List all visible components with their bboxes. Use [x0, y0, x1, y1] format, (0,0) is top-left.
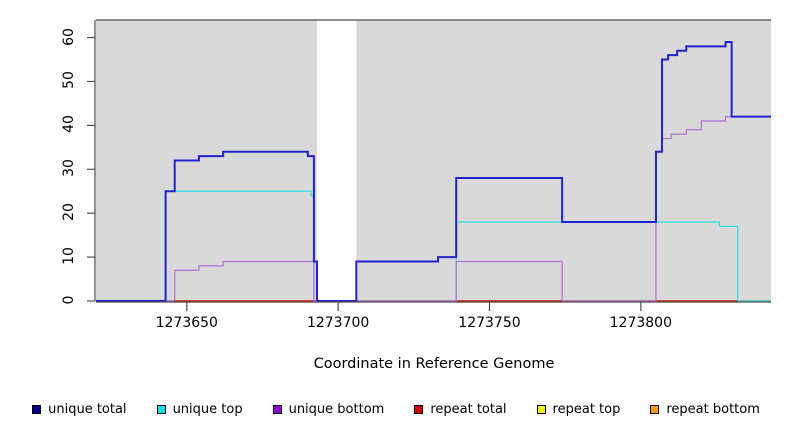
- legend-swatch-icon: [650, 404, 660, 414]
- legend-label: unique top: [172, 401, 243, 417]
- y-tick-label: 30: [61, 159, 77, 178]
- y-tick-label: 60: [61, 27, 77, 46]
- plot-background: [96, 20, 771, 301]
- legend-swatch-icon: [414, 404, 424, 414]
- legend-swatch-icon: [536, 404, 546, 414]
- legend-item-repeat-total[interactable]: repeat total: [414, 401, 507, 417]
- legend-swatch-icon: [272, 404, 282, 414]
- x-tick-label: 1273700: [306, 315, 370, 331]
- legend-label: unique bottom: [288, 401, 385, 417]
- no-data-gap: [316, 20, 357, 301]
- legend-swatch-icon: [32, 404, 42, 414]
- chart-legend: unique total unique top unique bottom repea…: [0, 398, 792, 420]
- y-tick-label: 50: [61, 71, 77, 90]
- x-tick-label: 1273750: [458, 315, 521, 331]
- legend-label: repeat top: [552, 401, 621, 417]
- y-tick-label: 10: [61, 247, 77, 266]
- series-line-unique-total: [96, 40, 771, 302]
- legend-item-unique-bottom[interactable]: unique bottom: [272, 401, 385, 417]
- legend-item-repeat-bottom[interactable]: repeat bottom: [650, 402, 760, 417]
- legend-item-unique-total[interactable]: unique total: [32, 401, 127, 417]
- y-tick-label: 0: [61, 295, 77, 305]
- legend-label: repeat total: [430, 401, 507, 417]
- legend-item-repeat-top[interactable]: repeat top: [536, 401, 621, 417]
- y-tick-label: 40: [61, 115, 77, 134]
- legend-label: unique total: [48, 401, 127, 417]
- x-axis-title: Coordinate in Reference Genome: [313, 356, 555, 372]
- legend-swatch-icon: [156, 404, 166, 414]
- x-tick-label: 1273650: [155, 315, 218, 331]
- series-line-unique-bottom: [96, 115, 771, 302]
- legend-label: repeat bottom: [666, 401, 760, 417]
- legend-item-unique-top[interactable]: unique top: [156, 401, 243, 417]
- y-tick-label: 20: [61, 203, 77, 222]
- x-tick-label: 1273800: [609, 315, 672, 331]
